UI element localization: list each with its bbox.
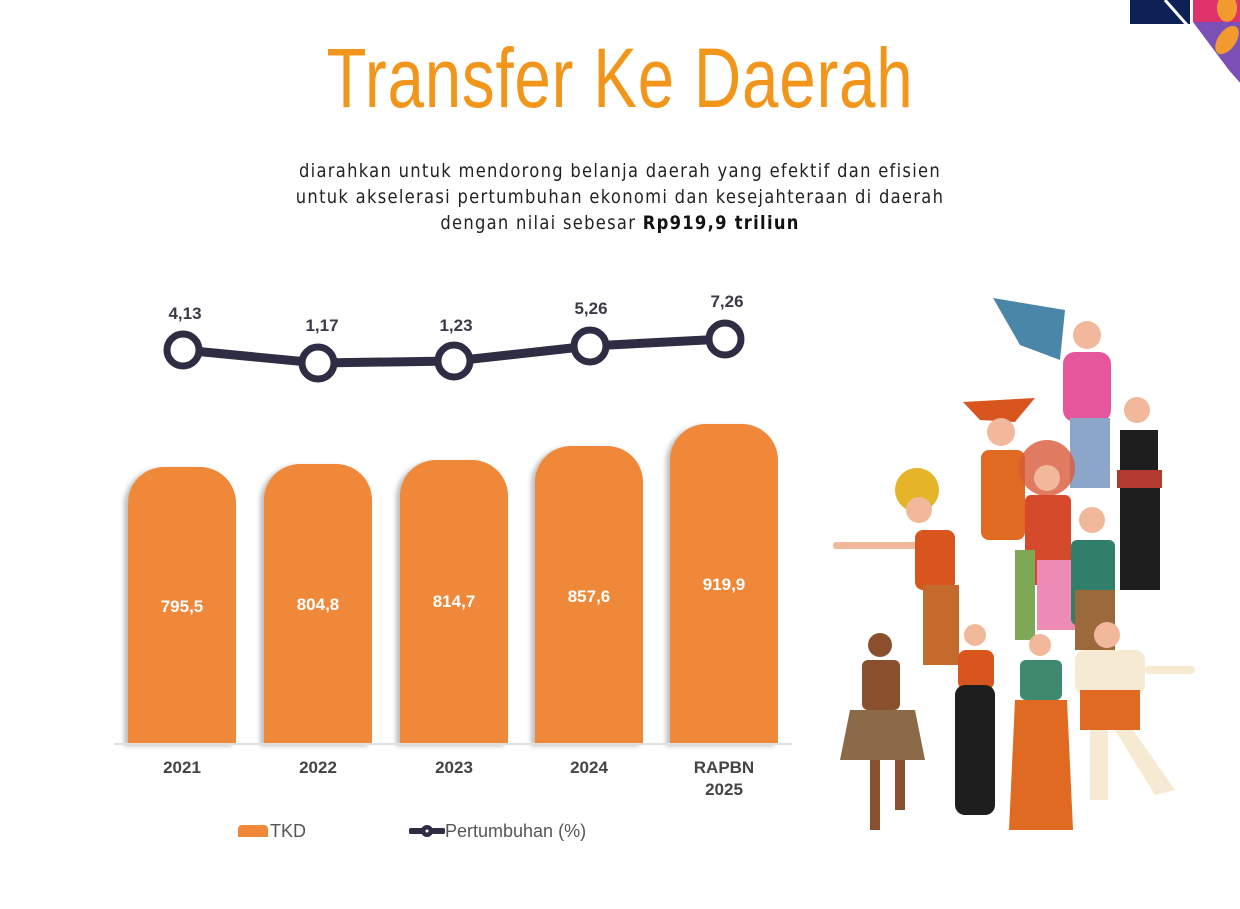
growth-label: 5,26 <box>574 299 608 318</box>
bar-2022 <box>264 464 372 744</box>
bar-value-label: 804,8 <box>296 595 340 614</box>
growth-label: 1,17 <box>305 316 339 335</box>
subtitle-line-2: untuk akselerasi pertumbuhan ekonomi dan… <box>295 186 945 208</box>
x-axis-label: 2021 <box>163 758 201 777</box>
subtitle-line-1: diarahkan untuk mendorong belanja daerah… <box>298 160 942 182</box>
growth-point-2023 <box>434 341 474 381</box>
bar-value-label: 814,7 <box>432 592 476 611</box>
x-axis-label: 2024 <box>570 758 608 777</box>
bar-value-label: 795,5 <box>160 597 204 616</box>
bar-2023 <box>400 460 508 744</box>
bar-2021 <box>128 467 236 744</box>
growth-point-2024 <box>570 326 610 366</box>
legend-swatch-line-icon <box>408 825 446 838</box>
growth-point-2022 <box>298 343 338 383</box>
legend-item-growth: Pertumbuhan (%) <box>408 820 586 842</box>
corner-decoration-icon <box>1130 0 1240 85</box>
traditional-dancers-illustration <box>833 298 1195 830</box>
growth-point-2025 <box>705 319 745 359</box>
bar-value-label: 919,9 <box>702 575 746 594</box>
x-axis-label: 2022 <box>299 758 337 777</box>
subtitle-line-3: dengan nilai sebesar Rp919,9 triliun <box>440 212 800 234</box>
bar-value-label: 857,6 <box>567 587 611 606</box>
growth-label: 1,23 <box>439 316 473 335</box>
x-axis-label: 2023 <box>435 758 473 777</box>
growth-point-2021 <box>163 330 203 370</box>
legend-item-tkd: TKD <box>238 820 306 842</box>
growth-line <box>163 319 745 383</box>
growth-label: 4,13 <box>168 304 202 323</box>
page-title: Transfer Ke Daerah <box>326 31 914 125</box>
growth-label: 7,26 <box>710 292 744 311</box>
total-value: Rp919,9 triliun <box>642 212 800 234</box>
bar-2024 <box>535 446 643 744</box>
x-axis-label: RAPBN 2025 <box>693 758 755 799</box>
combo-chart: 4,13 1,17 1,23 5,26 7,26 795,5 804,8 814… <box>114 292 792 842</box>
x-axis-line <box>114 743 792 745</box>
legend-swatch-bar-icon <box>238 825 268 838</box>
subtitle: diarahkan untuk mendorong belanja daerah… <box>87 158 1153 236</box>
bar-2025 <box>670 424 778 744</box>
